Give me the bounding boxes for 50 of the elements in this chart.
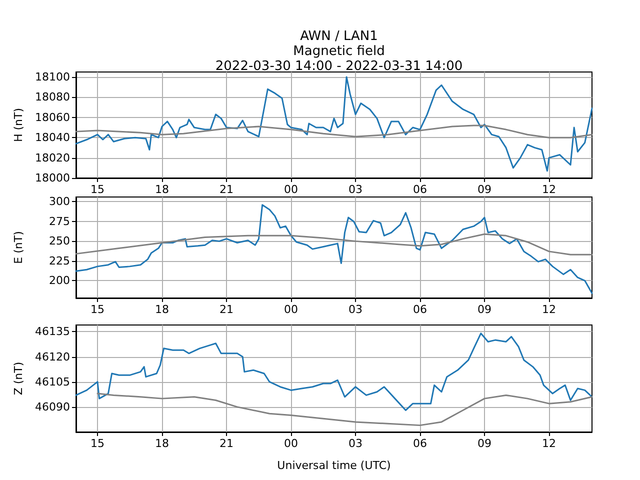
y-tick-label: 46120 xyxy=(35,350,70,364)
y-tick-label: 225 xyxy=(49,254,70,268)
y-axis-title: Z (nT) xyxy=(12,362,25,396)
y-axis-title: H (nT) xyxy=(12,108,25,142)
y-tick-label: 200 xyxy=(49,274,70,288)
y-tick-label: 300 xyxy=(49,195,70,208)
x-tick-label: 12 xyxy=(542,303,556,316)
x-tick-label: 15 xyxy=(90,437,104,450)
line-series xyxy=(75,204,593,294)
x-tick-label: 03 xyxy=(348,183,362,196)
y-tick-label: 18000 xyxy=(35,172,70,184)
x-tick-label: 12 xyxy=(542,437,556,450)
x-tick-label: 21 xyxy=(220,183,234,196)
y-tick-label: 18020 xyxy=(35,151,70,164)
x-tick-label: 03 xyxy=(348,437,362,450)
x-tick-label: 09 xyxy=(478,183,492,196)
x-tick-label: 21 xyxy=(220,303,234,316)
x-tick-label: 15 xyxy=(90,183,104,196)
x-tick-label: 06 xyxy=(413,183,427,196)
line-series xyxy=(75,124,593,138)
x-tick-label: 15 xyxy=(90,303,104,316)
x-tick-label: 18 xyxy=(155,303,169,316)
x-tick-label: 09 xyxy=(478,303,492,316)
x-tick-label: 18 xyxy=(155,437,169,450)
line-series xyxy=(75,233,593,256)
y-tick-label: 46105 xyxy=(35,375,70,388)
x-axis-title: Universal time (UTC) xyxy=(277,459,391,472)
x-tick-label: 21 xyxy=(220,437,234,450)
y-tick-label: 46135 xyxy=(35,325,70,338)
y-tick-label: 46090 xyxy=(35,400,70,414)
x-tick-label: 12 xyxy=(542,183,556,196)
x-tick-label: 00 xyxy=(284,303,298,316)
x-tick-label: 00 xyxy=(284,183,298,196)
y-axis-title: E (nT) xyxy=(12,231,25,264)
x-tick-label: 06 xyxy=(413,303,427,316)
x-tick-label: 03 xyxy=(348,303,362,316)
y-tick-label: 18060 xyxy=(35,110,70,124)
y-tick-label: 275 xyxy=(49,214,70,228)
line-series xyxy=(75,332,593,412)
x-tick-label: 00 xyxy=(284,437,298,450)
y-tick-label: 18040 xyxy=(35,131,70,144)
x-tick-label: 06 xyxy=(413,437,427,450)
line-series xyxy=(96,392,593,426)
x-tick-label: 09 xyxy=(478,437,492,450)
line-series xyxy=(75,76,593,172)
y-tick-label: 18080 xyxy=(35,90,70,104)
y-tick-label: 18100 xyxy=(35,70,70,84)
y-tick-label: 250 xyxy=(49,234,70,248)
x-tick-label: 18 xyxy=(155,183,169,196)
chart-title: AWN / LAN1 Magnetic field 2022-03-30 14:00 - 2022-03-31 14:00 xyxy=(215,29,463,74)
